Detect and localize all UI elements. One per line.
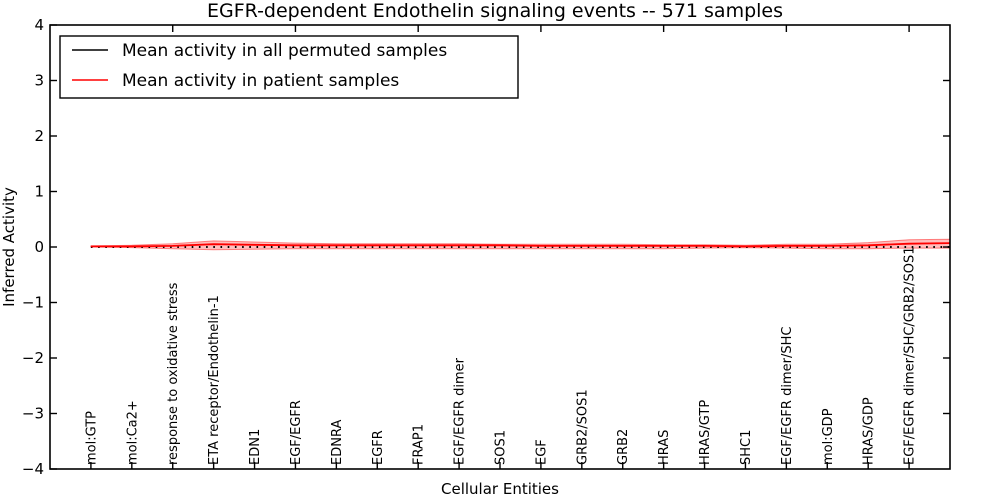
x-tick-label: SOS1 [494,430,509,465]
series-line-patient [90,242,951,248]
chart-title: EGFR-dependent Endothelin signaling even… [207,0,783,22]
x-tick-label: mol:GTP [84,411,99,465]
x-axis-label: Cellular Entities [441,480,559,498]
legend: Mean activity in all permuted samples Me… [59,35,519,99]
x-tick-label: GRB2 [616,429,631,465]
x-tick-label: GRB2/SOS1 [575,389,590,465]
x-tick-label: mol:GDP [821,408,836,465]
y-tick-label: 1 [34,183,44,201]
x-tick-label: EGF/EGFR [289,400,304,465]
plot-frame [49,24,951,470]
x-tick-label: EGF/EGFR dimer/SHC [780,327,795,465]
y-tick-label: −2 [22,349,44,367]
x-tick-label: FRAP1 [412,424,427,465]
legend-box [59,35,519,99]
y-axis-label: Inferred Activity [0,187,18,307]
y-tick-label: 0 [34,238,44,256]
y-tick-label: −3 [22,405,44,423]
x-tick-label: SHC1 [739,430,754,465]
legend-label-permuted: Mean activity in all permuted samples [122,41,447,61]
legend-label-patient: Mean activity in patient samples [122,71,399,91]
x-tick-label: response to oxidative stress [166,282,181,465]
x-tick-label: ETA receptor/Endothelin-1 [207,295,222,465]
x-tick-label: HRAS/GTP [698,400,713,465]
x-tick-label: EDN1 [248,429,263,465]
y-tick-label: 4 [34,16,44,34]
y-tick-labels-layer: 4 3 2 1 0 −1 −2 −3 −4 [22,16,44,478]
x-tick-label: EGF/EGFR dimer [453,357,468,465]
x-tick-label: EDNRA [330,420,345,465]
x-tick-label: HRAS [657,430,672,465]
series-lines-layer [90,242,951,249]
x-tick-label: mol:Ca2+ [125,400,140,465]
x-tick-label: HRAS/GDP [862,397,877,465]
y-tick-label: 3 [34,72,44,90]
y-tick-label: 2 [34,127,44,145]
y-tick-label: −4 [22,460,44,478]
x-tick-label: EGF [534,439,549,465]
x-tick-label: EGFR [371,430,386,465]
x-tick-labels-layer: mol:GTP mol:Ca2+ response to oxidative str… [84,247,917,466]
x-tick-label: EGF/EGFR dimer/SHC/GRB2/SOS1 [903,247,918,466]
y-tick-label: −1 [22,294,44,312]
